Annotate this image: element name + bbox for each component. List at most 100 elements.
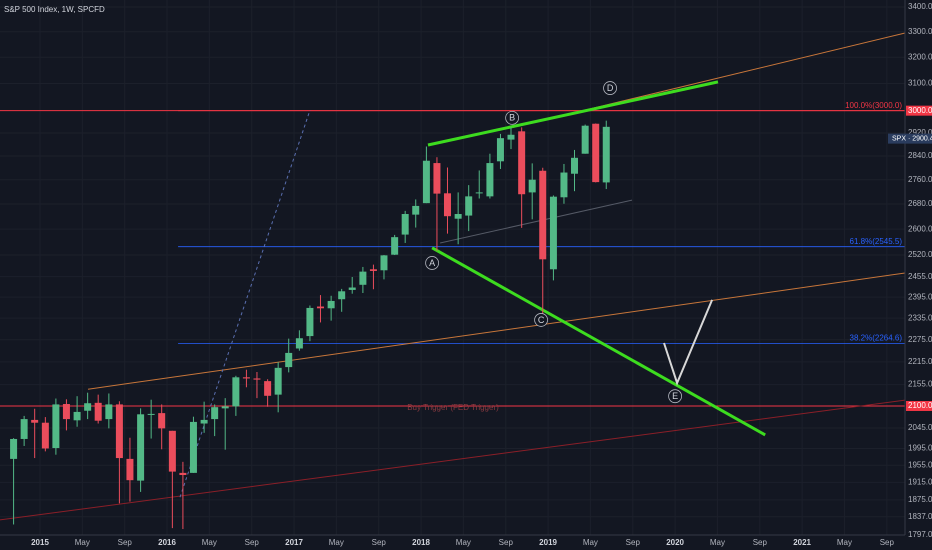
fib-label: 100.0%(3000.0) xyxy=(845,101,902,110)
y-tick-label: 2215.0 xyxy=(908,357,932,366)
candle-body xyxy=(549,196,557,270)
candle-body xyxy=(401,214,409,235)
y-tick-label: 2680.0 xyxy=(908,199,932,208)
candle-body xyxy=(168,430,176,472)
candle-body xyxy=(518,131,526,195)
x-tick-label: May xyxy=(75,538,90,547)
x-tick-label: 2015 xyxy=(31,538,49,547)
y-tick-label: 1797.0 xyxy=(908,530,932,539)
candle-body xyxy=(380,255,388,271)
x-tick-label: Sep xyxy=(499,538,514,547)
candle-body xyxy=(31,419,39,423)
candle-body xyxy=(306,307,314,337)
candle-body xyxy=(369,269,377,271)
x-tick-label: Sep xyxy=(372,538,387,547)
point-marker xyxy=(668,389,682,404)
price-label: 2100.0 xyxy=(908,401,932,410)
y-tick-label: 2760.0 xyxy=(908,175,932,184)
point-label: D xyxy=(607,83,614,93)
x-tick-label: Sep xyxy=(880,538,895,547)
last-price-box xyxy=(888,133,932,144)
point-label: B xyxy=(509,113,515,123)
candle-body xyxy=(41,422,49,449)
point-label: E xyxy=(672,391,678,401)
candle-body xyxy=(232,377,240,407)
y-tick-label: 2335.0 xyxy=(908,313,932,322)
candle-body xyxy=(316,306,324,309)
trendline xyxy=(87,272,906,390)
y-tick-label: 3200.0 xyxy=(908,52,932,61)
candle-body xyxy=(73,411,81,421)
price-label-box xyxy=(906,105,932,116)
candle-body xyxy=(137,414,145,481)
candle-body xyxy=(242,377,250,379)
candle-body xyxy=(327,300,335,309)
last-price-label: SPX · 2900.4 xyxy=(892,135,932,142)
y-tick-label: 2840.0 xyxy=(908,151,932,160)
candle-body xyxy=(211,407,219,420)
y-tick-label: 3100.0 xyxy=(908,79,932,88)
y-tick-label: 2520.0 xyxy=(908,250,932,259)
x-tick-label: 2017 xyxy=(285,538,303,547)
y-tick-label: 1837.0 xyxy=(908,512,932,521)
y-tick-label: 3300.0 xyxy=(908,27,932,36)
candle-body xyxy=(105,404,113,420)
price-label: 3000.0 xyxy=(908,106,932,115)
candle-body xyxy=(528,179,536,193)
y-tick-label: 3400.0 xyxy=(908,2,932,11)
candle-body xyxy=(391,237,399,255)
trendline xyxy=(584,32,906,111)
x-tick-label: 2019 xyxy=(539,538,557,547)
candle-body xyxy=(62,404,70,420)
x-tick-label: May xyxy=(202,538,217,547)
point-marker xyxy=(603,81,617,95)
x-tick-label: May xyxy=(837,538,852,547)
candle-body xyxy=(94,402,102,421)
y-tick-label: 2045.0 xyxy=(908,423,932,432)
y-tick-label: 2455.0 xyxy=(908,272,932,281)
candle-body xyxy=(126,458,134,481)
x-tick-label: Sep xyxy=(753,538,768,547)
point-label: C xyxy=(538,315,545,325)
candle-body xyxy=(285,352,293,368)
candle-body xyxy=(348,287,356,290)
candle-body xyxy=(221,406,229,409)
x-tick-label: Sep xyxy=(118,538,133,547)
x-tick-label: May xyxy=(329,538,344,547)
candle-body xyxy=(189,421,197,473)
candle-body xyxy=(560,172,568,198)
y-tick-label: 2395.0 xyxy=(908,292,932,301)
candle-body xyxy=(422,160,430,204)
price-label-box xyxy=(906,400,932,411)
chart-title: S&P 500 Index, 1W, SPCFD xyxy=(4,5,105,14)
y-tick-label: 2275.0 xyxy=(908,335,932,344)
candle-body xyxy=(200,419,208,424)
x-tick-label: Sep xyxy=(626,538,641,547)
candle-body xyxy=(274,367,282,395)
candle-body xyxy=(20,419,28,439)
annotation: Buy Trigger (FED Trigger) xyxy=(407,403,499,412)
candle-body xyxy=(253,378,261,380)
candle-body xyxy=(507,134,515,140)
candle-body xyxy=(147,413,155,415)
y-tick-label: 1915.0 xyxy=(908,477,932,486)
point-marker xyxy=(534,313,548,327)
y-tick-label: 2920.0 xyxy=(908,128,932,137)
candle-body xyxy=(443,193,451,217)
x-tick-label: May xyxy=(710,538,725,547)
fib-label: 61.8%(2545.5) xyxy=(850,237,903,246)
candle-body xyxy=(84,403,92,411)
y-tick-label: 1875.0 xyxy=(908,495,932,504)
point-marker xyxy=(425,256,440,270)
y-tick-label: 1995.0 xyxy=(908,444,932,453)
candle-body xyxy=(465,196,473,216)
x-tick-label: May xyxy=(456,538,471,547)
x-tick-label: 2018 xyxy=(412,538,430,547)
time-axis xyxy=(0,535,932,550)
y-tick-label: 1955.0 xyxy=(908,460,932,469)
candle-body xyxy=(433,163,441,194)
candle-body xyxy=(454,214,462,219)
candle-body xyxy=(115,404,123,459)
x-tick-label: 2020 xyxy=(666,538,684,547)
candle-body xyxy=(264,381,272,396)
